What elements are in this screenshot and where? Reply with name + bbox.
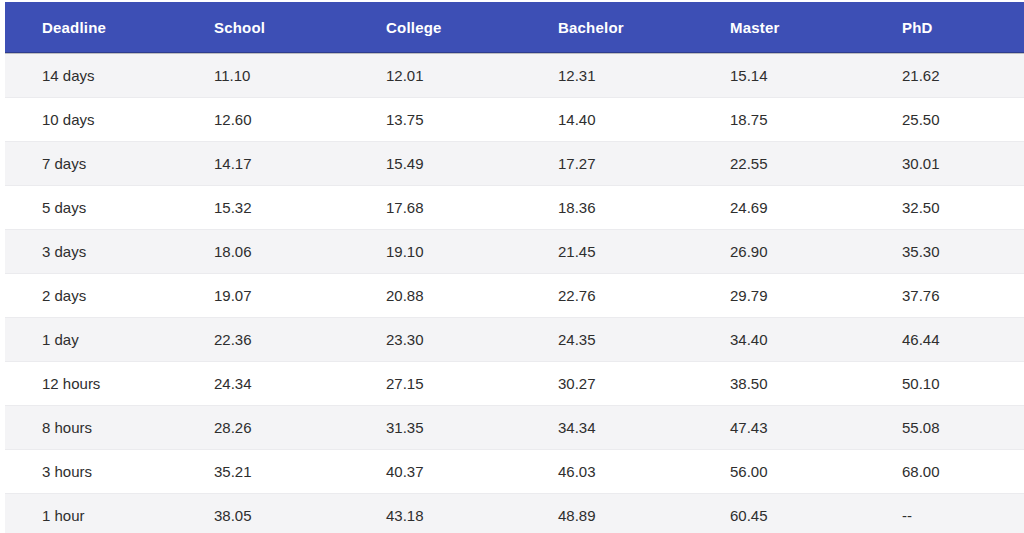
price-cell: 22.55 <box>693 142 865 186</box>
price-cell: 50.10 <box>865 362 1024 406</box>
deadline-cell: 1 hour <box>5 494 177 533</box>
price-cell: -- <box>865 494 1024 533</box>
deadline-cell: 1 day <box>5 318 177 362</box>
price-cell: 24.34 <box>177 362 349 406</box>
price-cell: 38.05 <box>177 494 349 533</box>
price-cell: 43.18 <box>349 494 521 533</box>
price-cell: 18.36 <box>521 186 693 230</box>
price-cell: 55.08 <box>865 406 1024 450</box>
price-cell: 48.89 <box>521 494 693 533</box>
price-cell: 26.90 <box>693 230 865 274</box>
price-cell: 24.69 <box>693 186 865 230</box>
price-cell: 17.68 <box>349 186 521 230</box>
price-cell: 28.26 <box>177 406 349 450</box>
price-cell: 27.15 <box>349 362 521 406</box>
column-header-deadline: Deadline <box>5 2 177 53</box>
price-cell: 29.79 <box>693 274 865 318</box>
pricing-table-page: DeadlineSchoolCollegeBachelorMasterPhD 1… <box>0 0 1024 533</box>
price-cell: 22.76 <box>521 274 693 318</box>
deadline-cell: 5 days <box>5 186 177 230</box>
price-cell: 34.34 <box>521 406 693 450</box>
table-row: 10 days12.6013.7514.4018.7525.50 <box>5 98 1024 142</box>
price-cell: 35.21 <box>177 450 349 494</box>
price-cell: 12.01 <box>349 53 521 98</box>
price-cell: 47.43 <box>693 406 865 450</box>
deadline-cell: 2 days <box>5 274 177 318</box>
price-cell: 18.75 <box>693 98 865 142</box>
price-cell: 25.50 <box>865 98 1024 142</box>
price-cell: 37.76 <box>865 274 1024 318</box>
header-row: DeadlineSchoolCollegeBachelorMasterPhD <box>5 2 1024 53</box>
price-cell: 30.01 <box>865 142 1024 186</box>
price-cell: 13.75 <box>349 98 521 142</box>
price-cell: 56.00 <box>693 450 865 494</box>
table-row: 1 day22.3623.3024.3534.4046.44 <box>5 318 1024 362</box>
price-cell: 32.50 <box>865 186 1024 230</box>
price-cell: 12.60 <box>177 98 349 142</box>
table-row: 5 days15.3217.6818.3624.6932.50 <box>5 186 1024 230</box>
price-cell: 15.32 <box>177 186 349 230</box>
price-cell: 23.30 <box>349 318 521 362</box>
price-cell: 21.45 <box>521 230 693 274</box>
price-cell: 19.07 <box>177 274 349 318</box>
table-row: 7 days14.1715.4917.2722.5530.01 <box>5 142 1024 186</box>
price-cell: 12.31 <box>521 53 693 98</box>
price-cell: 22.36 <box>177 318 349 362</box>
price-cell: 15.49 <box>349 142 521 186</box>
price-cell: 60.45 <box>693 494 865 533</box>
column-header-master: Master <box>693 2 865 53</box>
price-cell: 46.44 <box>865 318 1024 362</box>
table-row: 1 hour38.0543.1848.8960.45-- <box>5 494 1024 533</box>
deadline-cell: 14 days <box>5 53 177 98</box>
column-header-phd: PhD <box>865 2 1024 53</box>
deadline-cell: 7 days <box>5 142 177 186</box>
table-row: 2 days19.0720.8822.7629.7937.76 <box>5 274 1024 318</box>
price-cell: 19.10 <box>349 230 521 274</box>
price-cell: 18.06 <box>177 230 349 274</box>
price-cell: 35.30 <box>865 230 1024 274</box>
table-row: 3 hours35.2140.3746.0356.0068.00 <box>5 450 1024 494</box>
price-cell: 17.27 <box>521 142 693 186</box>
pricing-table: DeadlineSchoolCollegeBachelorMasterPhD 1… <box>5 2 1024 533</box>
price-cell: 40.37 <box>349 450 521 494</box>
deadline-cell: 8 hours <box>5 406 177 450</box>
price-cell: 68.00 <box>865 450 1024 494</box>
price-cell: 24.35 <box>521 318 693 362</box>
price-cell: 34.40 <box>693 318 865 362</box>
price-cell: 38.50 <box>693 362 865 406</box>
column-header-school: School <box>177 2 349 53</box>
table-row: 8 hours28.2631.3534.3447.4355.08 <box>5 406 1024 450</box>
price-cell: 31.35 <box>349 406 521 450</box>
column-header-college: College <box>349 2 521 53</box>
price-cell: 21.62 <box>865 53 1024 98</box>
price-cell: 11.10 <box>177 53 349 98</box>
price-cell: 30.27 <box>521 362 693 406</box>
deadline-cell: 10 days <box>5 98 177 142</box>
table-row: 3 days18.0619.1021.4526.9035.30 <box>5 230 1024 274</box>
price-cell: 46.03 <box>521 450 693 494</box>
column-header-bachelor: Bachelor <box>521 2 693 53</box>
price-cell: 14.40 <box>521 98 693 142</box>
table-row: 14 days11.1012.0112.3115.1421.62 <box>5 53 1024 98</box>
price-cell: 14.17 <box>177 142 349 186</box>
deadline-cell: 3 hours <box>5 450 177 494</box>
deadline-cell: 12 hours <box>5 362 177 406</box>
pricing-table-header: DeadlineSchoolCollegeBachelorMasterPhD <box>5 2 1024 53</box>
price-cell: 20.88 <box>349 274 521 318</box>
pricing-table-body: 14 days11.1012.0112.3115.1421.6210 days1… <box>5 53 1024 533</box>
price-cell: 15.14 <box>693 53 865 98</box>
deadline-cell: 3 days <box>5 230 177 274</box>
table-row: 12 hours24.3427.1530.2738.5050.10 <box>5 362 1024 406</box>
